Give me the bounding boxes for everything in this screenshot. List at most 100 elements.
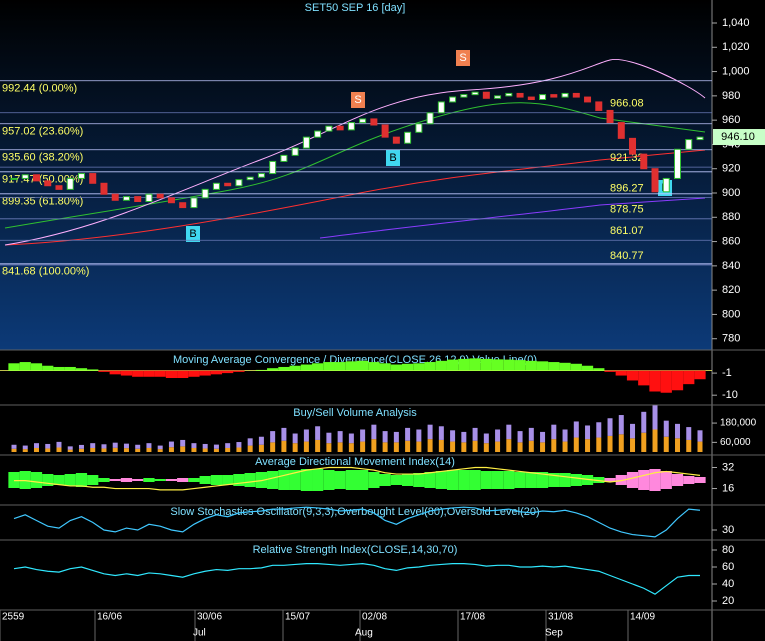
volume-bar (146, 447, 152, 452)
candle (449, 96, 457, 103)
volume-bar (551, 439, 557, 452)
volume-bar (292, 443, 298, 452)
candle (111, 193, 119, 201)
volume-bar (281, 440, 287, 452)
candle (696, 136, 704, 141)
volume-bar (551, 424, 557, 440)
di-band (446, 470, 459, 490)
candle (235, 179, 243, 187)
candle (77, 173, 85, 179)
volume-bar (33, 443, 39, 448)
candle (392, 136, 400, 144)
volume-bar (315, 426, 321, 440)
candle (336, 125, 344, 131)
candle (55, 185, 63, 190)
candle (145, 193, 153, 203)
candle (224, 182, 232, 187)
volume-bar (168, 441, 174, 448)
volume-bar (315, 439, 321, 452)
macd-bar (458, 358, 470, 371)
candle (437, 101, 445, 114)
di-band (19, 471, 31, 489)
macd-bar (435, 360, 447, 371)
volume-bar (495, 429, 501, 442)
di-band (615, 475, 627, 485)
y-tick-label: 980 (722, 90, 740, 102)
signal-box (186, 226, 200, 242)
x-tick-label: 2559 (2, 612, 25, 623)
di-band (626, 472, 639, 488)
volume-bar (146, 443, 152, 448)
di-band (75, 473, 88, 487)
candle (606, 109, 614, 124)
volume-bar (450, 441, 456, 452)
macd-bar (154, 370, 166, 377)
di-band (435, 471, 447, 489)
volume-bar (258, 444, 264, 452)
candle (426, 112, 434, 125)
volume-bar (67, 449, 73, 452)
volume-bar (123, 443, 129, 449)
volume-bar (630, 438, 636, 452)
di-band (120, 478, 133, 482)
volume-bar (630, 423, 636, 439)
candle (190, 197, 198, 209)
volume-bar (573, 421, 579, 438)
volume-bar (123, 448, 129, 452)
volume-bar (506, 424, 512, 440)
volume-bar (540, 431, 546, 443)
di-band (233, 474, 245, 486)
x-tick-label: 16/06 (97, 612, 122, 623)
volume-bar (585, 439, 591, 452)
candle (359, 118, 367, 124)
volume-bar (641, 432, 647, 452)
di-band (210, 475, 223, 485)
candle (66, 177, 74, 190)
volume-bar (371, 424, 377, 440)
di-band (199, 476, 211, 484)
level-label: 966.08 (610, 98, 644, 110)
candle (651, 168, 659, 193)
volume-bar (236, 442, 242, 448)
di-band (649, 469, 661, 491)
di-band (98, 478, 110, 482)
di-band (255, 472, 268, 488)
volume-bar (562, 441, 568, 452)
candle (482, 91, 490, 99)
volume-bar (112, 447, 118, 452)
volume-bar (67, 446, 73, 450)
volume-bar (573, 437, 579, 452)
volume-bar (326, 432, 332, 444)
candle (179, 202, 187, 209)
volume-bar (348, 443, 354, 452)
macd-bar (671, 370, 684, 391)
volume-bar (45, 448, 51, 452)
candle (134, 196, 142, 203)
volume-bar (90, 443, 96, 448)
volume-bar (405, 440, 411, 452)
volume-bar (607, 435, 613, 452)
macd-bar (199, 370, 211, 376)
volume-bar (438, 439, 444, 452)
volume-bar (416, 441, 422, 452)
month-label: Aug (355, 628, 373, 639)
macd-bar (593, 368, 605, 371)
volume-bar (517, 442, 523, 452)
volume-bar (191, 443, 197, 448)
volume-bar (225, 447, 231, 452)
volume-bar (405, 427, 411, 441)
volume-bar (270, 431, 276, 443)
macd-bar (19, 362, 31, 371)
y-tick-label: 1,000 (722, 65, 750, 77)
macd-bar (446, 359, 459, 371)
di-band (165, 479, 178, 481)
volume-bar (517, 431, 523, 443)
candle (10, 177, 18, 180)
macd-bar (626, 370, 639, 381)
candle (291, 147, 299, 156)
volume-bar (618, 415, 624, 435)
volume-bar (281, 427, 287, 441)
macd-bar (64, 366, 76, 371)
volume-bar (180, 446, 186, 452)
